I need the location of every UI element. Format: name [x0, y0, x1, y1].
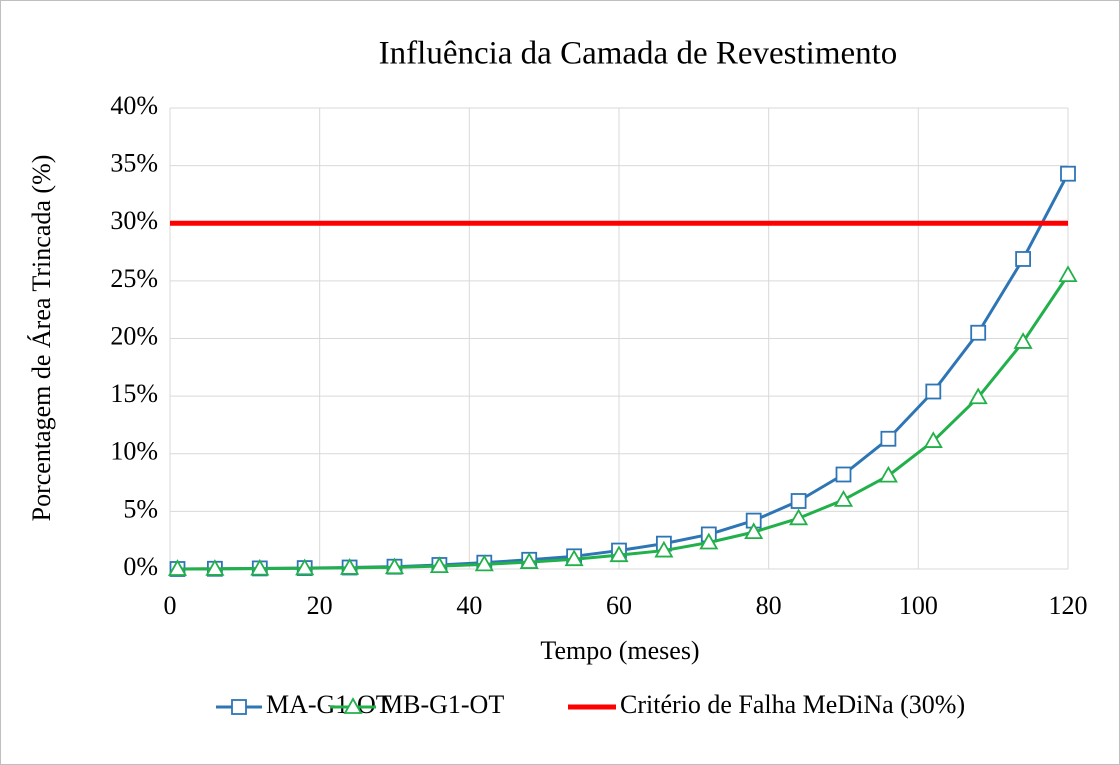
data-point: [923, 431, 943, 448]
data-point: [790, 493, 807, 509]
y-tick-label: 35%: [110, 149, 158, 178]
data-point: [519, 552, 539, 569]
legend-label: Critério de Falha MeDiNa (30%): [620, 690, 965, 719]
data-point: [654, 540, 674, 558]
legend-label: MA-G1-OT: [266, 690, 392, 719]
x-tick-label: 100: [899, 591, 938, 620]
y-tick-label: 15%: [110, 379, 158, 408]
data-point: [1060, 165, 1076, 182]
chart-title: Influência da Camada de Revestimento: [379, 36, 898, 72]
y-tick-label: 0%: [123, 552, 158, 581]
x-tick-label: 40: [456, 591, 482, 620]
x-tick-label: 80: [756, 591, 782, 620]
x-tick-label: 60: [606, 591, 632, 620]
y-tick-label: 5%: [123, 494, 158, 523]
y-tick-label: 30%: [110, 206, 158, 235]
y-axis-label: Porcentagem de Área Trincada (%): [27, 155, 56, 522]
data-point: [880, 430, 897, 447]
data-point: [250, 558, 270, 576]
data-point: [384, 557, 405, 575]
data-point: [789, 508, 809, 526]
data-point: [295, 558, 315, 576]
data-point: [833, 490, 854, 507]
x-tick-label: 0: [164, 591, 177, 620]
legend-marker: [231, 699, 247, 715]
data-point: [609, 545, 629, 563]
data-point: [744, 522, 764, 540]
x-tick-label: 20: [307, 591, 333, 620]
data-point: [835, 466, 852, 483]
data-point: [878, 465, 898, 483]
data-point: [1058, 265, 1078, 283]
y-tick-label: 10%: [110, 437, 158, 466]
data-point: [564, 549, 584, 567]
data-point: [474, 554, 494, 572]
data-point: [1015, 251, 1031, 267]
data-point: [205, 559, 225, 576]
y-tick-label: 20%: [110, 321, 158, 350]
legend-marker: [343, 697, 363, 714]
legend-label: MB-G1-OT: [380, 690, 504, 719]
x-tick-label: 120: [1049, 591, 1088, 620]
data-point: [340, 558, 360, 575]
data-point: [968, 387, 988, 405]
data-point: [699, 532, 719, 550]
data-point: [167, 559, 188, 576]
data-point: [1013, 332, 1033, 349]
y-tick-label: 40%: [110, 91, 158, 120]
data-point: [429, 556, 449, 574]
y-tick-label: 25%: [110, 264, 158, 293]
data-point: [925, 383, 942, 400]
data-point: [970, 324, 987, 341]
x-axis-label: Tempo (meses): [540, 636, 699, 665]
